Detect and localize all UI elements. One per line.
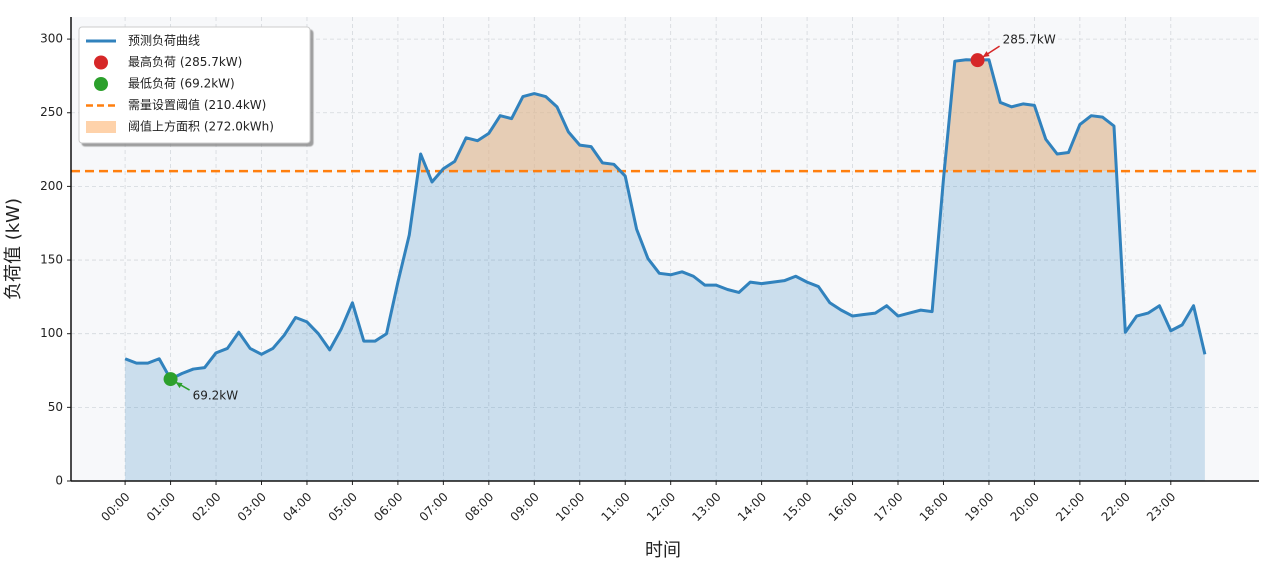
x-tick-label: 09:00 [508, 490, 542, 524]
min-point [163, 372, 178, 387]
legend-label: 最高负荷 (285.7kW) [128, 54, 242, 69]
x-tick-label: 15:00 [780, 490, 814, 524]
x-tick-label: 22:00 [1099, 490, 1133, 524]
max-point [970, 53, 985, 68]
x-tick-label: 21:00 [1053, 490, 1087, 524]
x-tick-label: 13:00 [689, 490, 723, 524]
x-tick-label: 12:00 [644, 490, 678, 524]
y-tick-label: 150 [40, 253, 63, 267]
y-tick-label: 100 [40, 326, 63, 340]
arrow-head [175, 382, 183, 389]
y-tick-label: 200 [40, 179, 63, 193]
y-tick-label: 50 [48, 400, 63, 414]
legend-box [78, 26, 311, 144]
x-tick-label: 23:00 [1144, 490, 1178, 524]
y-axis-title: 负荷值 (kW) [3, 198, 24, 300]
legend-swatch [94, 77, 108, 91]
x-tick-label: 00:00 [98, 490, 132, 524]
x-tick-label: 05:00 [326, 490, 360, 524]
x-tick-label: 19:00 [962, 490, 996, 524]
annotation-label: 285.7kW [1003, 33, 1056, 47]
load-line [124, 58, 1207, 381]
x-tick-label: 01:00 [144, 490, 178, 524]
x-tick-label: 18:00 [917, 490, 951, 524]
x-tick-label: 17:00 [871, 490, 905, 524]
y-tick-label: 0 [55, 474, 63, 488]
x-tick-label: 11:00 [598, 490, 632, 524]
x-tick-label: 14:00 [735, 490, 769, 524]
legend-label: 需量设置阈值 (210.4kW) [128, 97, 266, 112]
x-tick-label: 03:00 [235, 490, 269, 524]
legend-label: 预测负荷曲线 [128, 34, 200, 48]
legend-label: 最低负荷 (69.2kW) [128, 77, 235, 91]
x-tick-label: 07:00 [417, 490, 451, 524]
arrow-head [982, 51, 990, 58]
legend-swatch [94, 55, 108, 70]
x-tick-label: 06:00 [371, 490, 405, 524]
x-tick-label: 04:00 [280, 490, 314, 524]
annotation-label: 69.2kW [193, 389, 239, 403]
legend-label: 阈值上方面积 (272.0kWh) [128, 119, 274, 134]
x-tick-label: 20:00 [1008, 490, 1042, 524]
y-tick-label: 300 [40, 32, 63, 46]
x-tick-label: 10:00 [553, 490, 587, 524]
x-tick-label: 02:00 [189, 490, 223, 524]
legend-swatch [86, 121, 116, 133]
y-tick-label: 250 [40, 105, 63, 119]
area-fill [125, 59, 1205, 481]
threshold-area [125, 59, 1205, 172]
x-tick-label: 16:00 [826, 490, 860, 524]
x-axis-title: 时间 [645, 540, 681, 561]
x-tick-label: 08:00 [462, 490, 496, 524]
